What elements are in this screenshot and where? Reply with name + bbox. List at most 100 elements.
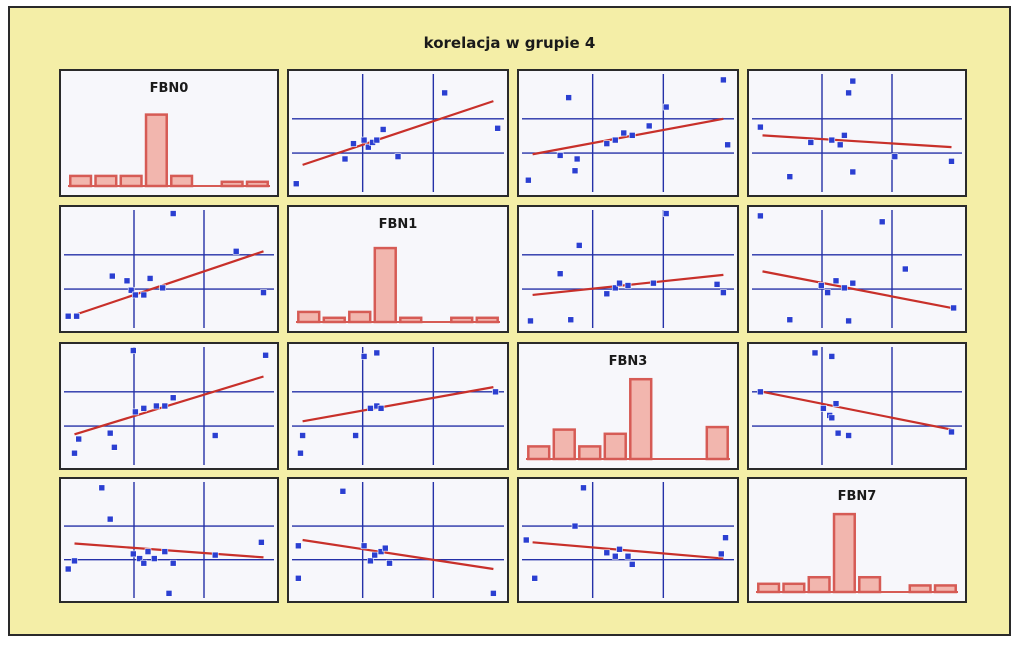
- data-point: [556, 270, 564, 278]
- data-point: [260, 289, 267, 296]
- histogram-bar: [705, 425, 729, 461]
- data-point: [169, 559, 177, 567]
- panel-r0-c3: [747, 69, 967, 197]
- data-point: [299, 432, 306, 439]
- data-point: [841, 132, 848, 139]
- panel-r2-c1: [287, 342, 509, 470]
- histogram-bar: [933, 584, 957, 594]
- panel-r2-c3: [747, 342, 967, 470]
- data-point: [878, 218, 886, 226]
- data-point: [140, 405, 148, 412]
- data-point: [339, 487, 347, 495]
- data-point: [845, 432, 852, 439]
- data-point: [297, 449, 304, 457]
- panel-frame: [747, 205, 967, 333]
- data-point: [153, 402, 160, 410]
- data-point: [828, 353, 836, 360]
- data-point: [531, 574, 539, 582]
- panel-frame: [287, 205, 509, 333]
- panel-r1-c0: [59, 205, 279, 333]
- data-point: [132, 408, 139, 416]
- data-point: [628, 561, 636, 568]
- data-point: [169, 394, 177, 402]
- histogram-bar: [629, 377, 653, 461]
- data-point: [494, 124, 501, 132]
- fit-line: [74, 542, 264, 559]
- histogram-bar: [69, 174, 93, 188]
- data-point: [724, 141, 731, 149]
- data-point: [381, 544, 389, 552]
- data-point: [394, 153, 402, 160]
- data-point: [786, 316, 794, 324]
- panel-r3-c2: [517, 477, 739, 603]
- data-point: [820, 405, 827, 412]
- data-point: [567, 316, 575, 324]
- histogram-bar: [348, 310, 372, 324]
- data-point: [845, 317, 852, 325]
- histogram-bar: [908, 584, 932, 594]
- data-point: [720, 76, 727, 84]
- data-point: [556, 152, 564, 159]
- data-point: [492, 388, 499, 396]
- panel-frame: [517, 205, 739, 333]
- fit-line: [302, 538, 494, 571]
- data-point: [824, 289, 831, 296]
- panel-frame: [747, 477, 967, 603]
- data-point: [817, 282, 825, 289]
- data-point: [136, 555, 143, 562]
- data-point: [611, 552, 619, 560]
- data-point: [161, 402, 169, 410]
- data-point: [146, 275, 154, 282]
- histogram-bar: [807, 575, 831, 594]
- data-point: [628, 132, 636, 139]
- histogram-bar: [782, 582, 806, 594]
- data-point: [611, 136, 619, 144]
- panel-r1-c2: [517, 205, 739, 333]
- data-point: [575, 242, 583, 249]
- data-point: [950, 304, 957, 312]
- panel-frame: [287, 477, 509, 603]
- fit-line: [762, 134, 952, 149]
- data-point: [849, 279, 857, 287]
- data-point: [258, 539, 265, 546]
- data-point: [211, 432, 219, 439]
- histogram-bar: [144, 113, 168, 188]
- data-point: [650, 279, 657, 287]
- data-point: [111, 443, 118, 451]
- data-point: [130, 550, 137, 558]
- panel-frame: [747, 342, 967, 470]
- histogram-label: FBN3: [609, 354, 648, 369]
- data-point: [371, 551, 378, 559]
- data-point: [295, 542, 302, 550]
- histogram-bar: [322, 316, 346, 324]
- data-point: [71, 449, 78, 457]
- data-point: [132, 291, 139, 299]
- histogram-bar: [373, 246, 397, 324]
- histogram-bar: [297, 310, 321, 324]
- data-point: [611, 284, 619, 292]
- data-point: [73, 312, 80, 320]
- data-point: [834, 429, 842, 437]
- data-point: [720, 289, 727, 296]
- fit-line: [532, 117, 724, 156]
- panel-frame: [287, 342, 509, 470]
- data-point: [350, 140, 357, 147]
- figure-title: korelacja w grupie 4: [423, 34, 596, 52]
- histogram-bar: [399, 316, 423, 324]
- data-point: [616, 545, 623, 553]
- data-point: [527, 317, 534, 325]
- data-point: [386, 559, 393, 567]
- histogram-bar: [603, 432, 627, 461]
- panel-r3-c3: FBN7: [747, 477, 967, 603]
- histogram-bar: [552, 428, 576, 461]
- data-point: [662, 210, 670, 217]
- histogram-bar: [757, 582, 781, 594]
- fit-line: [302, 100, 494, 166]
- panel-frame: [517, 477, 739, 603]
- data-point: [71, 557, 78, 565]
- data-point: [123, 277, 131, 285]
- fit-line: [74, 375, 264, 436]
- data-point: [140, 291, 148, 299]
- data-point: [841, 284, 848, 292]
- panel-frame: [59, 205, 279, 333]
